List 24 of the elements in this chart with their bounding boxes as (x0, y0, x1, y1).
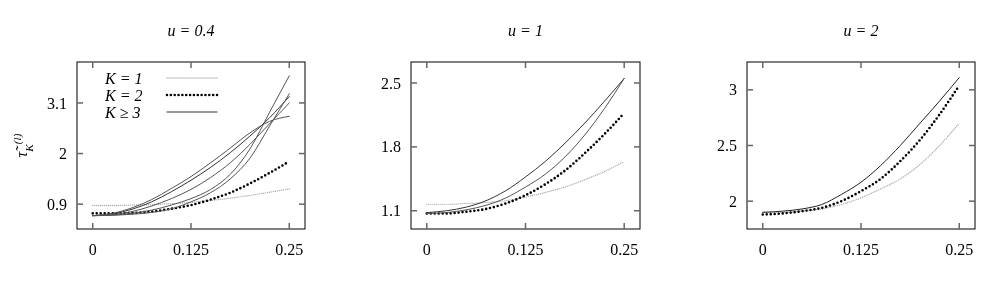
x-tick-label: 0.25 (275, 241, 304, 258)
y-tick-label: 1.8 (381, 138, 401, 156)
y-tick-label: 2 (729, 192, 737, 210)
y-tick-label: 0.9 (47, 195, 67, 213)
chart-title: u = 0.4 (167, 22, 215, 39)
y-tick-label: 2.5 (717, 137, 737, 155)
chart-title: u = 2 (843, 22, 879, 39)
y-tick-label: 2 (59, 145, 67, 163)
legend-label: K = 2 (104, 86, 143, 104)
y-tick-label: 2.5 (381, 74, 401, 92)
legend-label: K ≥ 3 (104, 103, 141, 121)
x-tick-label: 0 (422, 241, 431, 258)
x-tick-label: 0.25 (945, 241, 974, 258)
y-tick-label: 1.1 (381, 202, 401, 220)
y-tick-label: 3.1 (47, 94, 67, 112)
chart-title: u = 1 (508, 22, 543, 39)
x-tick-label: 0.125 (843, 241, 879, 258)
legend-label: K = 1 (104, 69, 143, 87)
x-tick-label: 0.125 (173, 241, 209, 258)
x-tick-label: 0 (88, 241, 97, 258)
x-tick-label: 0 (758, 241, 767, 258)
y-tick-label: 3 (729, 81, 737, 99)
x-tick-label: 0.25 (610, 241, 639, 258)
x-tick-label: 0.125 (507, 241, 544, 258)
